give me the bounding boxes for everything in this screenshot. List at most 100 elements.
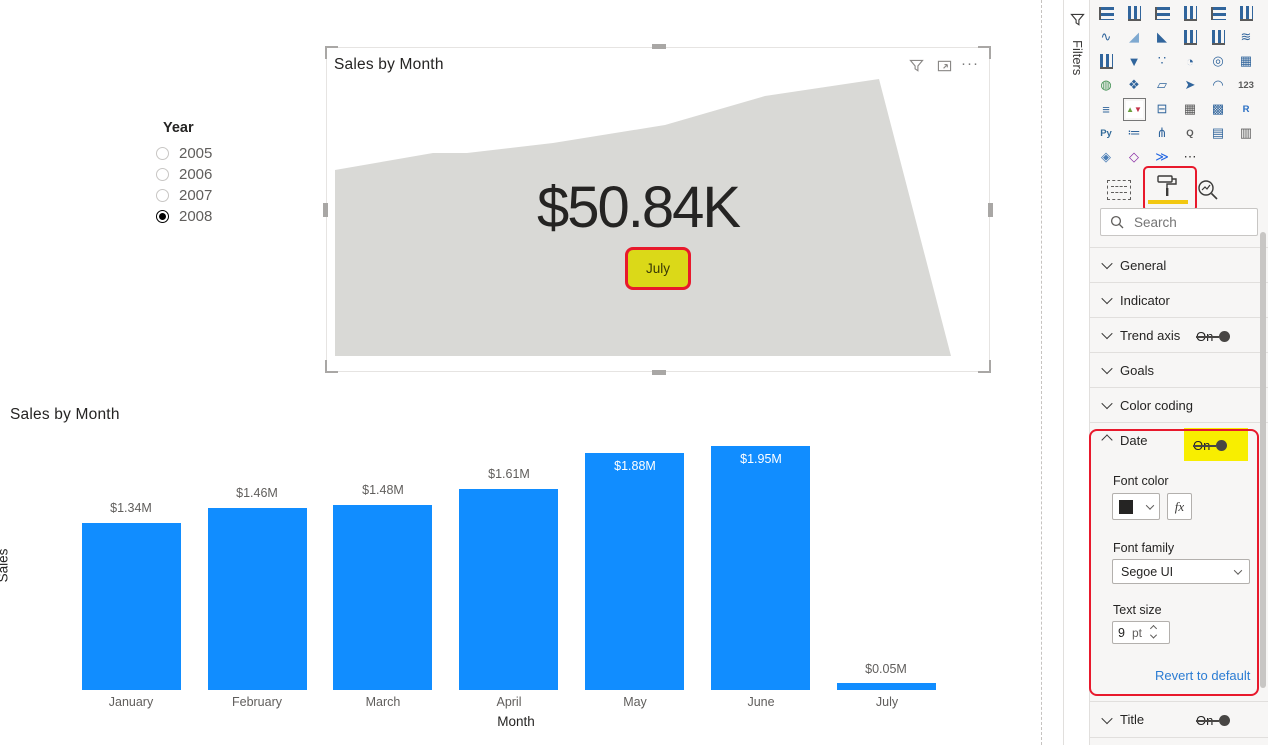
radio-icon[interactable]	[156, 147, 169, 160]
power-automate-icon[interactable]: ≫	[1155, 149, 1169, 164]
slicer-option-2005[interactable]: 2005	[156, 145, 212, 162]
selection-handle[interactable]	[978, 46, 991, 59]
ribbon-chart-icon[interactable]: ≋	[1240, 29, 1252, 44]
selection-handle[interactable]	[652, 370, 666, 375]
line-chart-icon[interactable]: ∿	[1100, 29, 1112, 44]
table-icon[interactable]: ▦	[1183, 101, 1197, 116]
clustered-bar-chart-icon[interactable]	[1154, 6, 1170, 20]
line-and-clustered-column-chart-icon[interactable]	[1211, 29, 1225, 45]
stacked-column-chart-icon[interactable]	[1127, 5, 1141, 21]
100-stacked-bar-chart-icon[interactable]	[1210, 6, 1226, 20]
trend-axis-toggle[interactable]: On	[1196, 329, 1231, 344]
filled-map-icon[interactable]: ❖	[1128, 77, 1140, 92]
section-date[interactable]: Date	[1090, 422, 1268, 457]
bar-june[interactable]	[711, 446, 810, 690]
search-input[interactable]	[1132, 213, 1241, 231]
parameter-slicer-icon[interactable]: ≔	[1127, 125, 1141, 140]
kpi-visual[interactable]: Sales by Month ··· $50.84K July	[323, 44, 993, 375]
fields-pane-tab[interactable]	[1104, 175, 1134, 205]
area-chart-icon[interactable]: ◢	[1129, 29, 1139, 44]
bar-july[interactable]	[837, 683, 936, 690]
card-icon[interactable]: 123	[1238, 79, 1254, 91]
azure-map-icon[interactable]: ➤	[1184, 77, 1196, 92]
toggle-knob-icon[interactable]	[1219, 715, 1231, 726]
section-trend-axis[interactable]: Trend axis	[1090, 317, 1268, 352]
clustered-column-chart-icon[interactable]	[1183, 5, 1197, 21]
date-toggle[interactable]: On	[1193, 438, 1228, 453]
decomposition-tree-icon[interactable]: ⋔	[1156, 125, 1168, 140]
font-color-dropdown[interactable]	[1112, 493, 1160, 520]
stacked-bar-chart-icon[interactable]	[1098, 6, 1114, 20]
waterfall-chart-icon[interactable]	[1099, 53, 1113, 69]
paginated-report-icon[interactable]: ▥	[1239, 125, 1253, 140]
scatter-chart-icon[interactable]: ∵	[1157, 53, 1167, 68]
filter-icon[interactable]	[1070, 13, 1085, 27]
smart-narrative-icon[interactable]: ▤	[1211, 125, 1225, 140]
bar-may[interactable]	[585, 453, 684, 690]
more-options-icon[interactable]: ···	[961, 54, 979, 72]
selection-handle[interactable]	[325, 46, 338, 59]
bar-january[interactable]	[82, 523, 181, 690]
bar-data-label: $0.05M	[865, 662, 907, 676]
slicer-option-2006[interactable]: 2006	[156, 166, 212, 183]
chevron-down-icon	[1101, 327, 1113, 340]
power-apps-icon[interactable]: ◇	[1129, 149, 1139, 164]
filters-pane-collapsed[interactable]: Filters	[1063, 0, 1090, 745]
slicer-icon[interactable]: ⊟	[1156, 101, 1168, 116]
slicer-option-2007[interactable]: 2007	[156, 187, 212, 204]
multi-row-card-icon[interactable]: ≡	[1102, 101, 1110, 117]
selection-handle[interactable]	[988, 203, 993, 217]
revert-to-default-link[interactable]: Revert to default	[1155, 668, 1251, 683]
x-tick-label: April	[496, 695, 522, 709]
line-and-stacked-column-chart-icon[interactable]	[1183, 29, 1197, 45]
donut-chart-icon[interactable]: ◎	[1212, 53, 1224, 68]
r-script-visual-icon[interactable]: R	[1242, 103, 1250, 115]
kpi-indicator-value: $50.84K	[536, 175, 741, 240]
font-family-select[interactable]: Segoe UI	[1112, 559, 1250, 584]
arcgis-map-icon[interactable]: ◈	[1101, 149, 1111, 164]
title-toggle[interactable]: On	[1196, 713, 1231, 728]
100-stacked-column-chart-icon[interactable]	[1239, 5, 1253, 21]
filter-icon[interactable]	[907, 57, 925, 75]
treemap-icon[interactable]: ▦	[1239, 53, 1253, 68]
bar-march[interactable]	[333, 505, 432, 690]
bar-april[interactable]	[459, 489, 558, 690]
section-general[interactable]: General	[1090, 247, 1268, 282]
spinner-down-icon[interactable]	[1149, 631, 1158, 639]
more-visuals-icon[interactable]: ⋯	[1183, 149, 1197, 164]
format-pane-tab[interactable]	[1153, 172, 1183, 202]
section-indicator[interactable]: Indicator	[1090, 282, 1268, 317]
gauge-icon[interactable]: ◠	[1212, 77, 1224, 92]
fx-conditional-format-button[interactable]: fx	[1167, 493, 1192, 520]
qa-visual-icon[interactable]: Q	[1186, 127, 1194, 139]
selection-handle[interactable]	[325, 360, 338, 373]
radio-selected-icon[interactable]	[156, 210, 169, 223]
shape-map-icon[interactable]: ▱	[1157, 77, 1167, 92]
selection-handle[interactable]	[978, 360, 991, 373]
python-visual-icon[interactable]: Py	[1100, 127, 1112, 139]
pane-scrollbar[interactable]	[1260, 232, 1266, 688]
text-size-spinner[interactable]: 9 pt	[1112, 621, 1170, 644]
analytics-pane-tab[interactable]	[1193, 175, 1223, 205]
selection-handle[interactable]	[323, 203, 328, 217]
funnel-chart-icon[interactable]: ▼	[1127, 53, 1141, 69]
kpi-icon[interactable]: ▲ ▼	[1122, 97, 1146, 121]
matrix-icon[interactable]: ▩	[1211, 101, 1225, 116]
bar-february[interactable]	[208, 508, 307, 690]
map-icon[interactable]: ◍	[1100, 77, 1112, 92]
section-color-coding[interactable]: Color coding	[1090, 387, 1268, 422]
radio-icon[interactable]	[156, 189, 169, 202]
radio-icon[interactable]	[156, 168, 169, 181]
slicer-option-2008[interactable]: 2008	[156, 208, 212, 225]
pie-chart-icon[interactable]: ◔	[1186, 53, 1194, 69]
stacked-area-chart-icon[interactable]: ◣	[1157, 29, 1167, 44]
section-title[interactable]: Title	[1090, 701, 1268, 738]
toggle-knob-icon[interactable]	[1219, 331, 1231, 342]
section-goals[interactable]: Goals	[1090, 352, 1268, 387]
kpi-trend-axis-callout[interactable]: July	[625, 247, 691, 290]
toggle-knob-icon[interactable]	[1216, 440, 1228, 451]
selection-handle[interactable]	[652, 44, 666, 49]
focus-mode-icon[interactable]	[935, 57, 953, 75]
search-box[interactable]	[1100, 208, 1258, 236]
